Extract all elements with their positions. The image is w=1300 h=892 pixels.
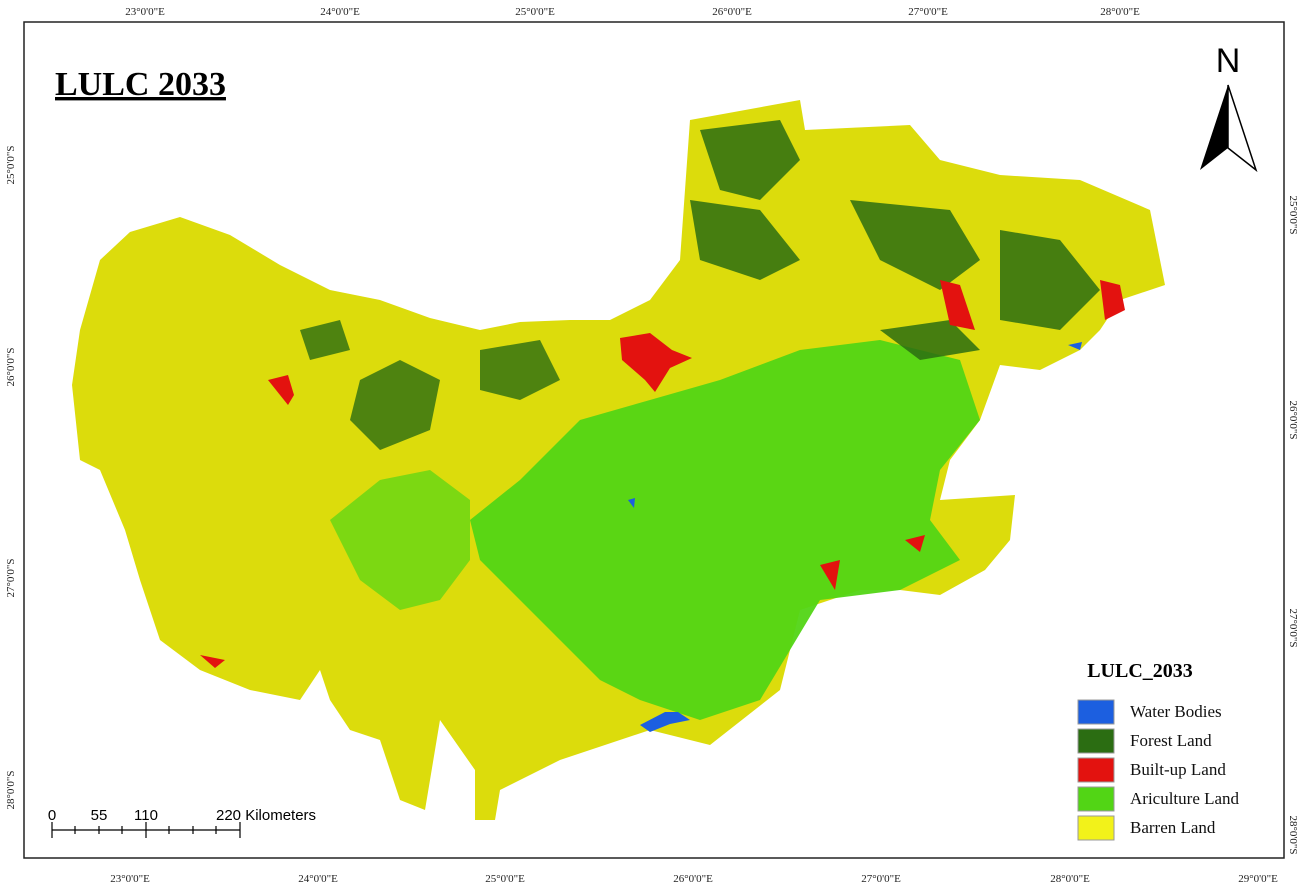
legend-label: Forest Land (1130, 731, 1212, 750)
bottom-graticule-label: 28°0'0"E (1050, 873, 1090, 885)
legend-swatch (1077, 815, 1115, 841)
bottom-graticule-label: 23°0'0"E (110, 873, 150, 885)
legend-label: Ariculture Land (1130, 789, 1240, 808)
north-arrow-group: N (1200, 42, 1258, 173)
legend-label: Water Bodies (1130, 702, 1222, 721)
right-graticule-label: 25°0'0"S (1287, 196, 1299, 235)
bottom-graticule-label: 26°0'0"E (673, 873, 713, 885)
scale-label: 110 (134, 807, 158, 824)
north-arrow-left (1200, 85, 1228, 170)
left-graticule-label: 28°0'0"S (5, 771, 17, 810)
scale-bar (51, 822, 241, 838)
scale-label: 0 (48, 807, 56, 824)
bottom-graticule-label: 25°0'0"E (485, 873, 525, 885)
legend-swatch (1077, 757, 1115, 783)
top-graticule-label: 28°0'0"E (1100, 6, 1140, 18)
legend-swatch (1077, 728, 1115, 754)
legend-label: Barren Land (1130, 818, 1216, 837)
map-title: LULC 2033 (55, 66, 226, 103)
legend-title: LULC_2033 (1087, 660, 1193, 682)
top-graticule-label: 26°0'0"E (712, 6, 752, 18)
top-graticule-label: 24°0'0"E (320, 6, 360, 18)
right-graticule-label: 26°0'0"S (1287, 401, 1299, 440)
left-graticule-label: 25°0'0"S (5, 146, 17, 185)
region (72, 100, 1165, 820)
scale-label: 220 Kilometers (216, 807, 316, 824)
bottom-graticule-label: 27°0'0"E (861, 873, 901, 885)
left-graticule-label: 26°0'0"S (5, 348, 17, 387)
left-graticule-label: 27°0'0"S (5, 559, 17, 598)
north-arrow-right (1227, 84, 1258, 173)
right-graticule-label: 27°0'0"S (1287, 609, 1299, 648)
bottom-graticule-label: 24°0'0"E (298, 873, 338, 885)
bottom-graticule-label: 29°0'0"E (1238, 873, 1278, 885)
top-graticule-label: 25°0'0"E (515, 6, 555, 18)
top-graticule-label: 27°0'0"E (908, 6, 948, 18)
north-label: N (1216, 42, 1241, 80)
right-graticule-label: 28°0'0"S (1287, 816, 1299, 855)
legend-label: Built-up Land (1130, 760, 1226, 779)
legend-swatch (1077, 699, 1115, 725)
top-graticule-label: 23°0'0"E (125, 6, 165, 18)
legend-swatch (1077, 786, 1115, 812)
scale-label: 55 (91, 807, 108, 824)
